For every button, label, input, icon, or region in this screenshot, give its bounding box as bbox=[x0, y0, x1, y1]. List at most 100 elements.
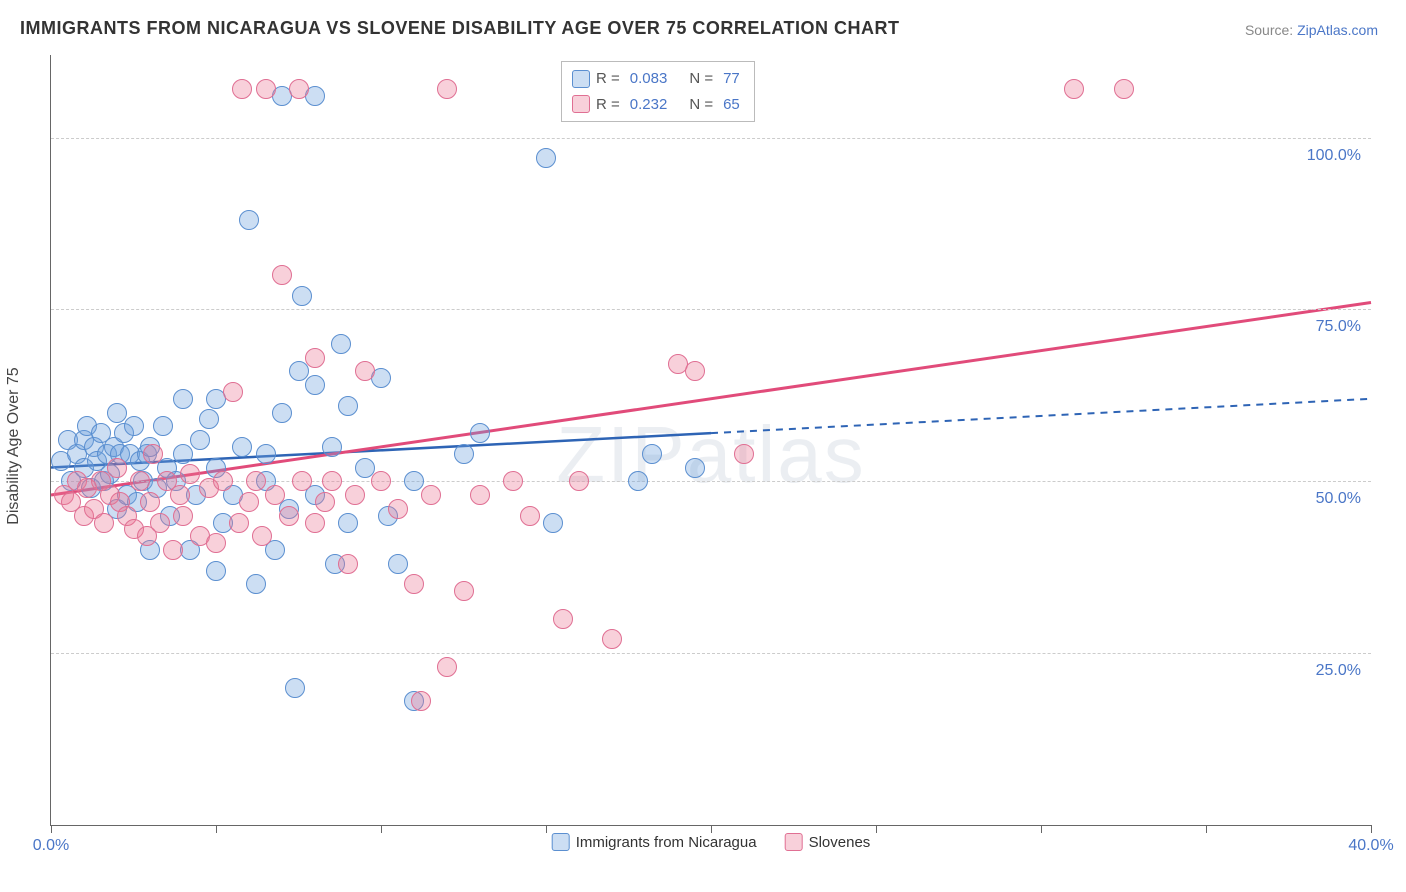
r-value: 0.083 bbox=[630, 66, 668, 92]
data-point bbox=[206, 533, 226, 553]
correlation-legend: R = 0.083 N = 77R = 0.232 N = 65 bbox=[561, 61, 755, 122]
trend-line-dashed bbox=[711, 399, 1371, 433]
data-point bbox=[371, 471, 391, 491]
trend-line-solid bbox=[51, 303, 1371, 496]
data-point bbox=[305, 513, 325, 533]
data-point bbox=[229, 513, 249, 533]
data-point bbox=[173, 444, 193, 464]
data-point bbox=[411, 691, 431, 711]
r-value: 0.232 bbox=[630, 92, 668, 118]
data-point bbox=[153, 416, 173, 436]
plot-area: ZIPatlas R =0.083N =77R =0.232N =65 Immi… bbox=[50, 55, 1371, 826]
data-point bbox=[331, 334, 351, 354]
data-point bbox=[150, 513, 170, 533]
data-point bbox=[536, 148, 556, 168]
x-tick bbox=[1041, 825, 1042, 833]
chart-title: IMMIGRANTS FROM NICARAGUA VS SLOVENE DIS… bbox=[20, 18, 900, 39]
data-point bbox=[553, 609, 573, 629]
data-point bbox=[322, 471, 342, 491]
data-point bbox=[94, 513, 114, 533]
x-tick bbox=[51, 825, 52, 833]
data-point bbox=[239, 492, 259, 512]
data-point bbox=[503, 471, 523, 491]
data-point bbox=[173, 389, 193, 409]
data-point bbox=[213, 471, 233, 491]
legend-swatch bbox=[785, 833, 803, 851]
data-point bbox=[1114, 79, 1134, 99]
gridline-h bbox=[51, 138, 1371, 139]
data-point bbox=[190, 430, 210, 450]
legend-series-name: Immigrants from Nicaragua bbox=[576, 830, 757, 856]
y-tick-label: 100.0% bbox=[1307, 147, 1361, 165]
data-point bbox=[140, 492, 160, 512]
data-point bbox=[454, 444, 474, 464]
data-point bbox=[305, 375, 325, 395]
n-label: N = bbox=[689, 66, 713, 92]
y-tick-label: 50.0% bbox=[1316, 490, 1361, 508]
data-point bbox=[355, 361, 375, 381]
source-credit: Source: ZipAtlas.com bbox=[1245, 22, 1378, 38]
data-point bbox=[628, 471, 648, 491]
r-label: R = bbox=[596, 66, 620, 92]
data-point bbox=[272, 265, 292, 285]
data-point bbox=[256, 444, 276, 464]
x-tick bbox=[711, 825, 712, 833]
data-point bbox=[345, 485, 365, 505]
data-point bbox=[421, 485, 441, 505]
data-point bbox=[107, 403, 127, 423]
source-label: Source: bbox=[1245, 22, 1293, 38]
data-point bbox=[437, 79, 457, 99]
gridline-h bbox=[51, 309, 1371, 310]
data-point bbox=[130, 471, 150, 491]
legend-swatch bbox=[572, 70, 590, 88]
data-point bbox=[107, 458, 127, 478]
data-point bbox=[279, 506, 299, 526]
data-point bbox=[520, 506, 540, 526]
data-point bbox=[256, 79, 276, 99]
y-tick-label: 25.0% bbox=[1316, 662, 1361, 680]
data-point bbox=[170, 485, 190, 505]
n-value: 65 bbox=[723, 92, 740, 118]
legend-row: R =0.232N =65 bbox=[572, 92, 744, 118]
data-point bbox=[355, 458, 375, 478]
data-point bbox=[232, 437, 252, 457]
data-point bbox=[163, 540, 183, 560]
data-point bbox=[338, 513, 358, 533]
data-point bbox=[265, 485, 285, 505]
gridline-h bbox=[51, 653, 1371, 654]
x-tick bbox=[546, 825, 547, 833]
data-point bbox=[388, 554, 408, 574]
data-point bbox=[642, 444, 662, 464]
data-point bbox=[569, 471, 589, 491]
r-label: R = bbox=[596, 92, 620, 118]
data-point bbox=[685, 458, 705, 478]
x-tick bbox=[876, 825, 877, 833]
x-tick bbox=[381, 825, 382, 833]
data-point bbox=[315, 492, 335, 512]
data-point bbox=[285, 678, 305, 698]
n-value: 77 bbox=[723, 66, 740, 92]
x-tick-label: 0.0% bbox=[33, 837, 69, 855]
x-tick bbox=[1206, 825, 1207, 833]
data-point bbox=[252, 526, 272, 546]
x-tick-label: 40.0% bbox=[1348, 837, 1393, 855]
data-point bbox=[292, 286, 312, 306]
y-tick-label: 75.0% bbox=[1316, 318, 1361, 336]
data-point bbox=[685, 361, 705, 381]
data-point bbox=[454, 581, 474, 601]
data-point bbox=[404, 574, 424, 594]
data-point bbox=[289, 361, 309, 381]
watermark: ZIPatlas bbox=[556, 409, 865, 501]
legend-row: R = 0.083 N = 77 bbox=[572, 66, 744, 92]
data-point bbox=[322, 437, 342, 457]
series-legend: Immigrants from Nicaragua Slovenes bbox=[552, 830, 871, 856]
data-point bbox=[289, 79, 309, 99]
data-point bbox=[143, 444, 163, 464]
x-tick bbox=[1371, 825, 1372, 833]
data-point bbox=[246, 471, 266, 491]
data-point bbox=[180, 464, 200, 484]
data-point bbox=[199, 409, 219, 429]
bottom-legend-item: Slovenes bbox=[785, 830, 871, 856]
data-point bbox=[734, 444, 754, 464]
data-point bbox=[338, 554, 358, 574]
